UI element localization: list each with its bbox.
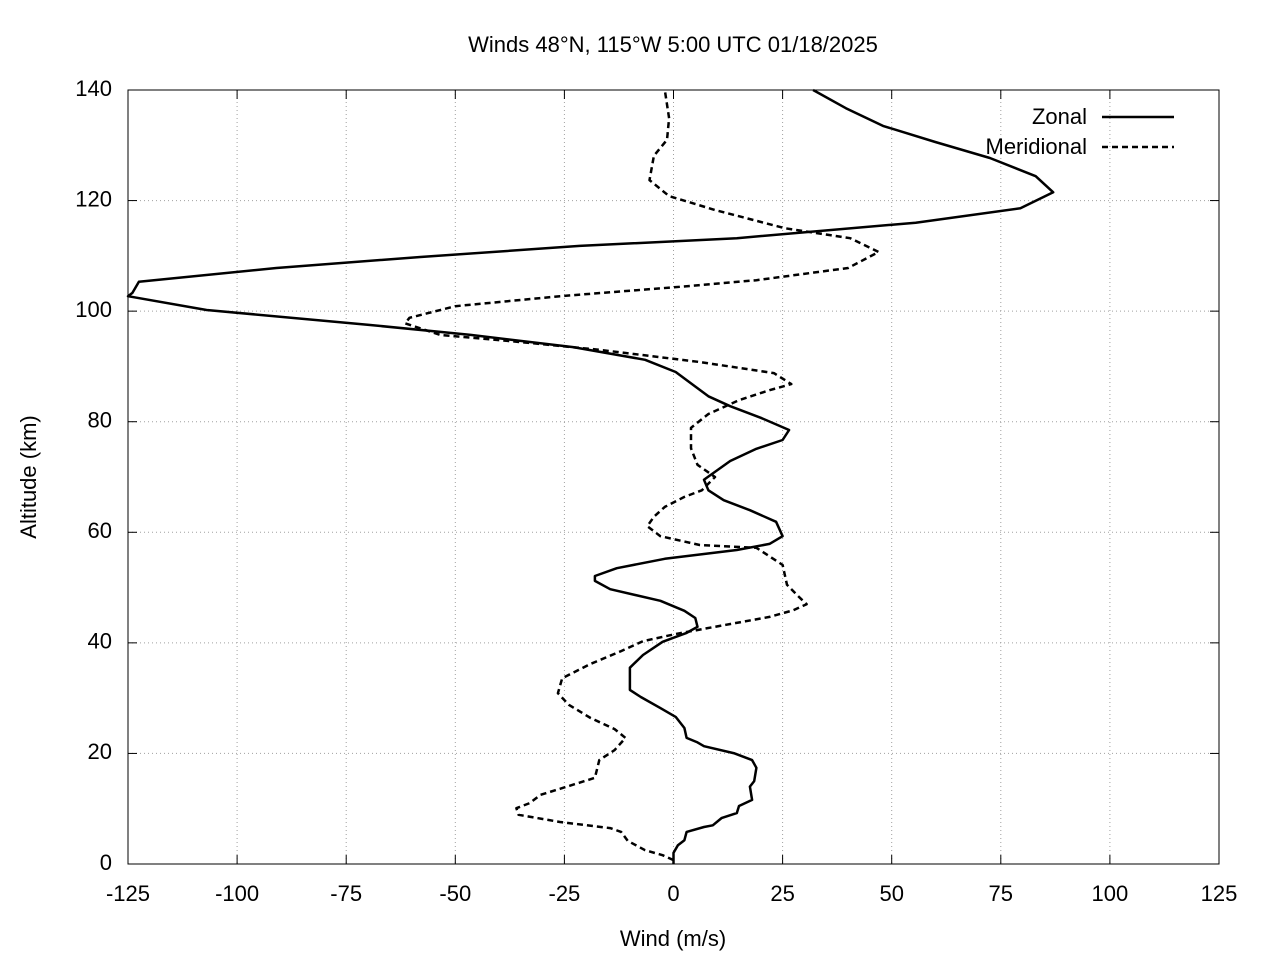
y-axis-label: Altitude (km) <box>16 415 41 538</box>
y-tick-label: 100 <box>75 297 112 322</box>
x-tick-label: -125 <box>106 881 150 906</box>
data-line <box>126 88 1055 864</box>
x-tick-label: 0 <box>667 881 679 906</box>
x-tick-label: 75 <box>989 881 1013 906</box>
chart-title: Winds 48°N, 115°W 5:00 UTC 01/18/2025 <box>468 32 878 57</box>
x-tick-label: -50 <box>439 881 471 906</box>
x-tick-label: 50 <box>879 881 903 906</box>
y-tick-label: 60 <box>88 518 112 543</box>
data-line <box>403 89 880 862</box>
y-tick-label: 40 <box>88 629 112 654</box>
legend-label: Meridional <box>986 134 1088 159</box>
y-tick-label: 0 <box>100 850 112 875</box>
y-tick-label: 20 <box>88 739 112 764</box>
y-tick-label: 140 <box>75 76 112 101</box>
x-axis-label: Wind (m/s) <box>620 926 726 951</box>
y-tick-label: 120 <box>75 186 112 211</box>
x-tick-label: -100 <box>215 881 259 906</box>
x-tick-label: 25 <box>770 881 794 906</box>
x-tick-label: -25 <box>549 881 581 906</box>
legend-label: Zonal <box>1032 104 1087 129</box>
x-tick-label: -75 <box>330 881 362 906</box>
y-tick-label: 80 <box>88 408 112 433</box>
x-tick-label: 125 <box>1201 881 1238 906</box>
x-tick-label: 100 <box>1092 881 1129 906</box>
